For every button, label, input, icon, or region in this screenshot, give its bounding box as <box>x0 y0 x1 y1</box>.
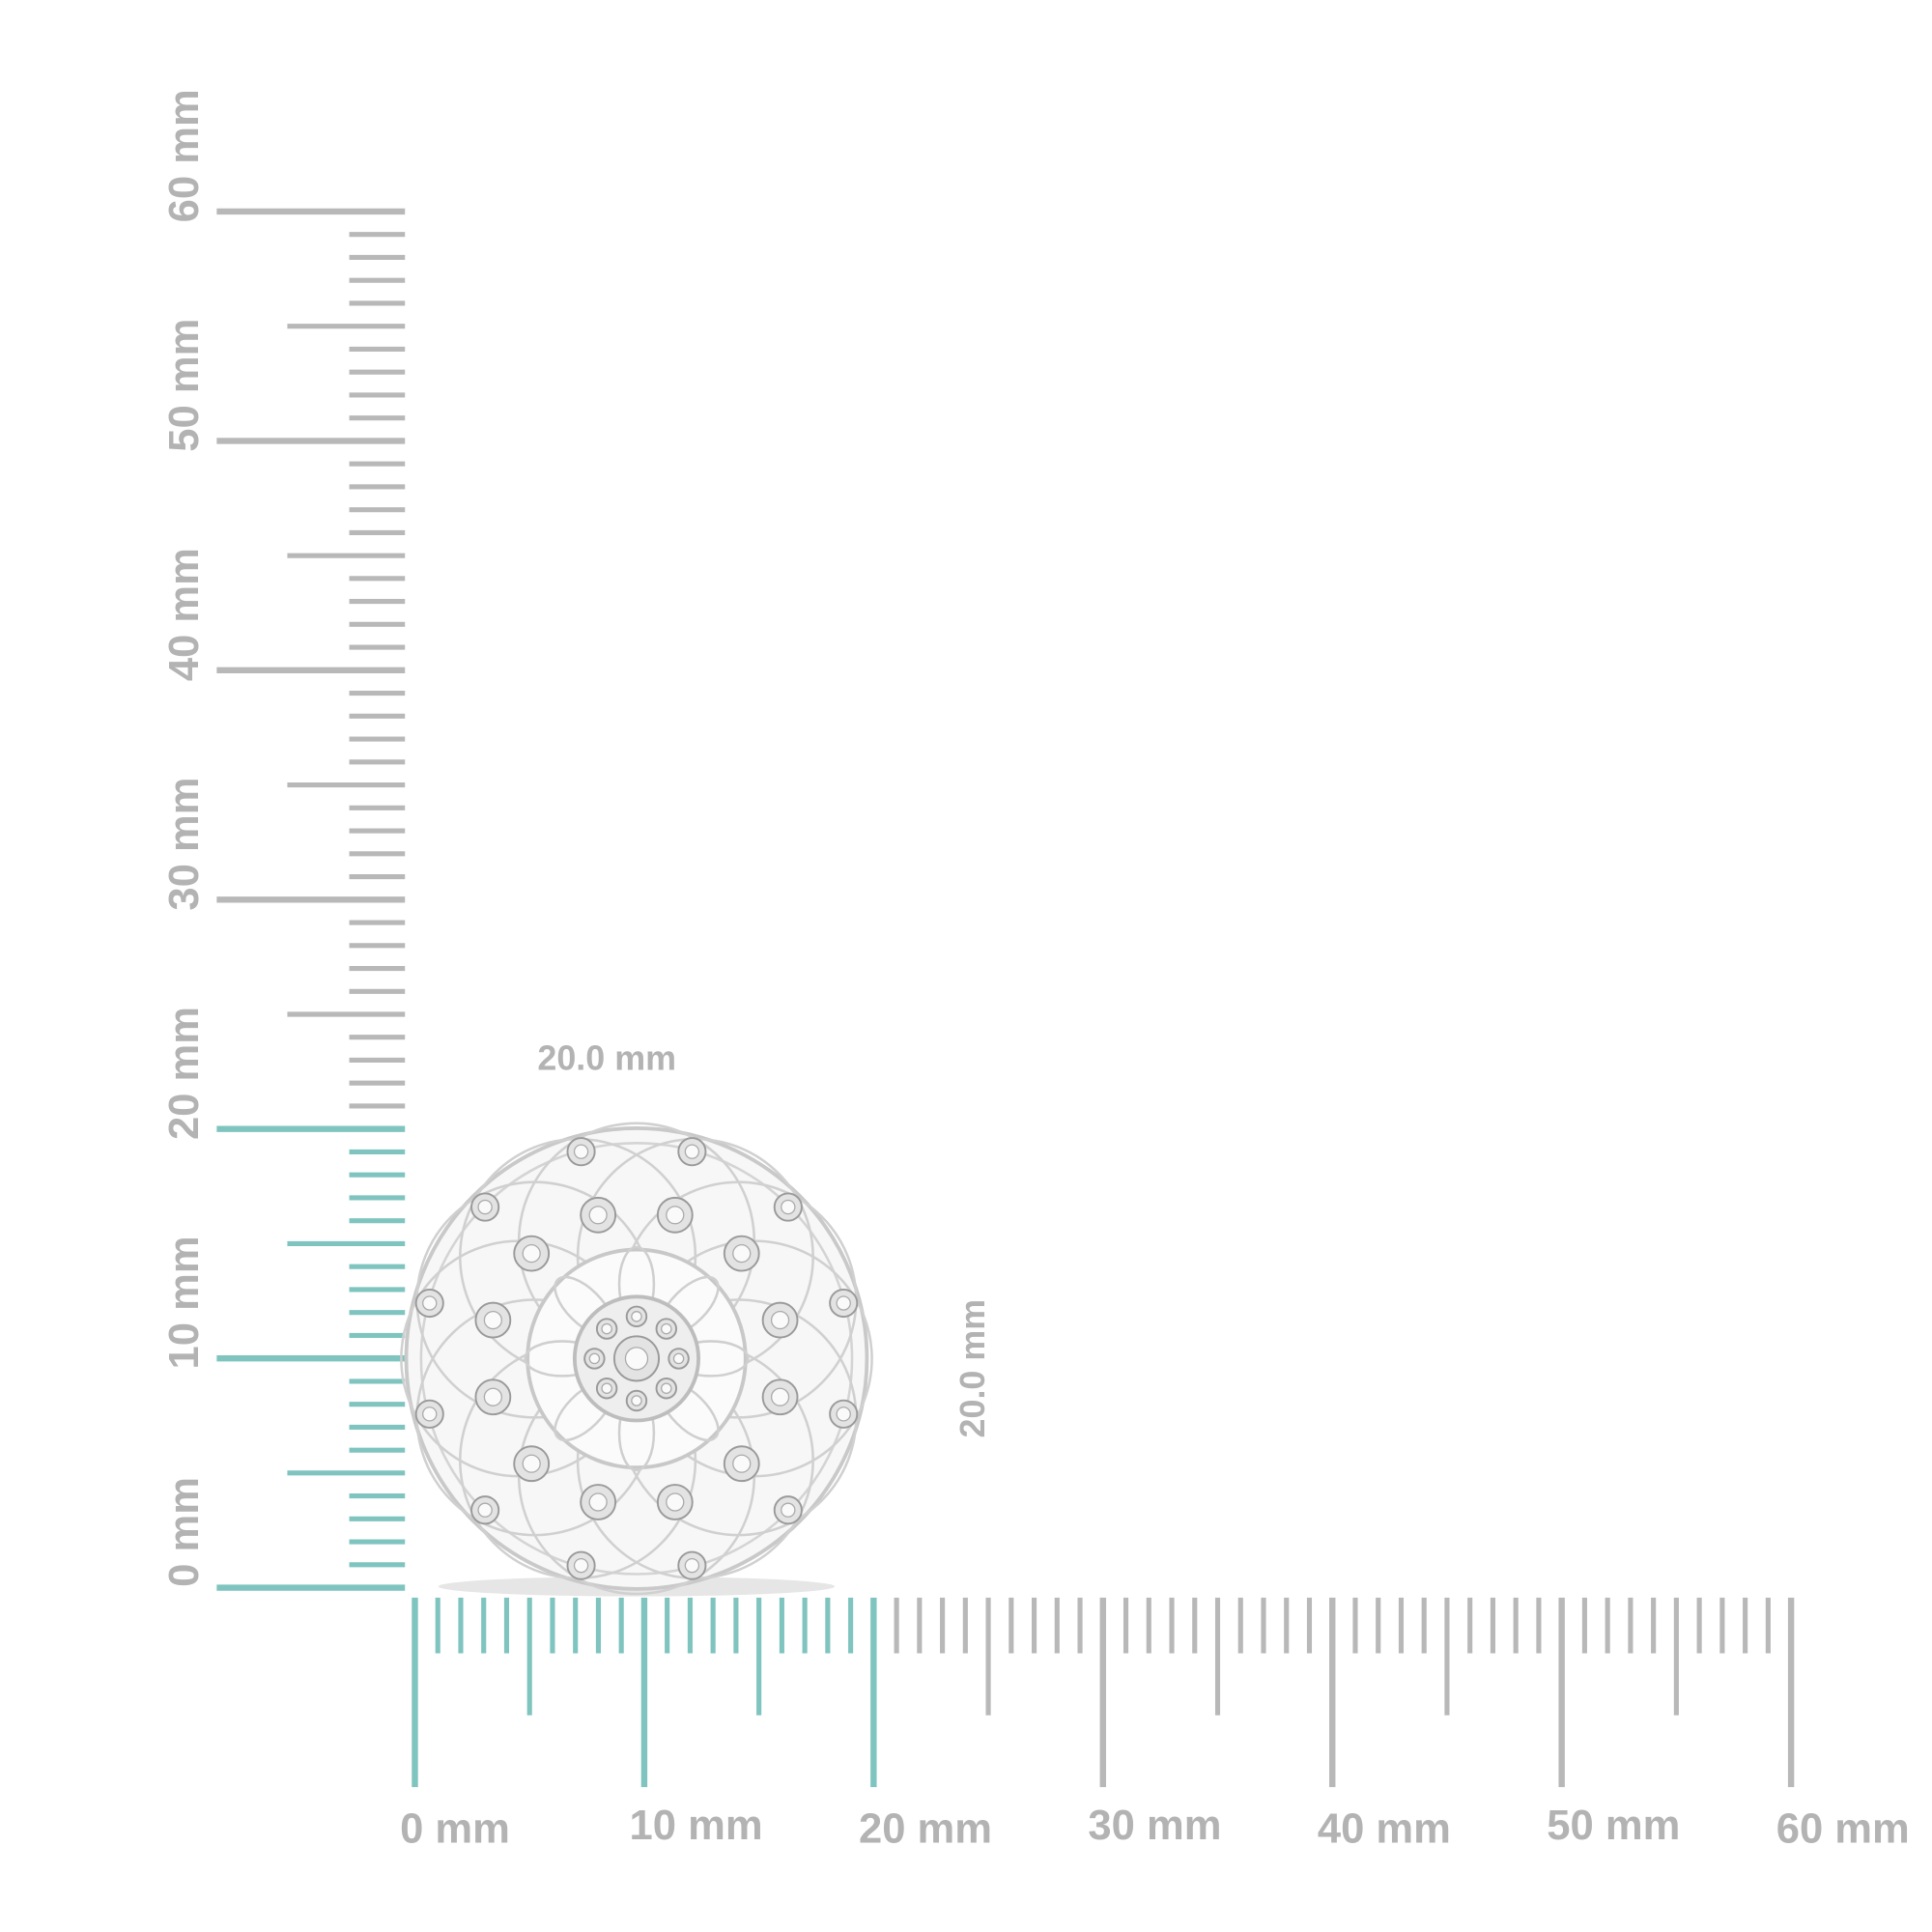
h-ruler-label: 50 mm <box>1547 1803 1680 1849</box>
gem-facet <box>781 1199 796 1215</box>
gem-facet <box>684 1144 700 1159</box>
v-ruler-label: 20 mm <box>161 1007 208 1140</box>
gem-facet <box>483 1310 502 1330</box>
gem-facet <box>601 1382 612 1395</box>
gem-facet <box>477 1199 493 1215</box>
v-ruler-label: 10 mm <box>161 1236 208 1369</box>
gem-facet <box>631 1311 642 1322</box>
h-ruler-label: 10 mm <box>630 1803 763 1849</box>
h-ruler-label: 30 mm <box>1088 1803 1221 1849</box>
v-ruler-label: 0 mm <box>161 1477 208 1587</box>
h-ruler-label: 60 mm <box>1776 1806 1910 1853</box>
gem-facet <box>522 1454 541 1473</box>
gem-facet <box>781 1502 796 1518</box>
gem-facet <box>732 1454 752 1473</box>
h-ruler-label: 0 mm <box>400 1806 510 1853</box>
width-label: 20.0 mm <box>537 1039 676 1078</box>
gem-facet <box>483 1387 502 1406</box>
gem-facet <box>661 1382 672 1395</box>
gem-facet <box>684 1557 700 1574</box>
v-ruler-label: 30 mm <box>161 778 208 911</box>
gem-facet <box>770 1387 790 1406</box>
gem-facet <box>573 1557 589 1574</box>
pendant <box>400 1122 873 1597</box>
gem-facet <box>588 1352 601 1365</box>
gem-facet <box>631 1395 642 1406</box>
gem-facet <box>601 1322 612 1335</box>
v-ruler-label: 60 mm <box>161 89 208 222</box>
v-ruler-label: 40 mm <box>161 548 208 681</box>
gem-facet <box>588 1206 608 1225</box>
gem-facet <box>836 1295 851 1311</box>
v-ruler-label: 50 mm <box>161 319 208 452</box>
gem-facet <box>624 1347 649 1371</box>
gem-facet <box>770 1310 790 1330</box>
gem-facet <box>573 1144 589 1159</box>
h-ruler-label: 40 mm <box>1318 1806 1451 1853</box>
gem-facet <box>477 1502 493 1518</box>
pendant-rim <box>419 1142 854 1576</box>
height-label: 20.0 mm <box>953 1299 992 1438</box>
gem-facet <box>661 1322 672 1335</box>
gem-facet <box>666 1206 685 1225</box>
gem-facet <box>666 1492 685 1512</box>
gem-facet <box>732 1244 752 1264</box>
gem-facet <box>588 1492 608 1512</box>
h-ruler-label: 20 mm <box>859 1806 992 1853</box>
gem-facet <box>672 1352 685 1365</box>
gem-facet <box>422 1295 438 1311</box>
gem-facet <box>836 1406 851 1422</box>
gem-facet <box>522 1244 541 1264</box>
gem-facet <box>422 1406 438 1422</box>
